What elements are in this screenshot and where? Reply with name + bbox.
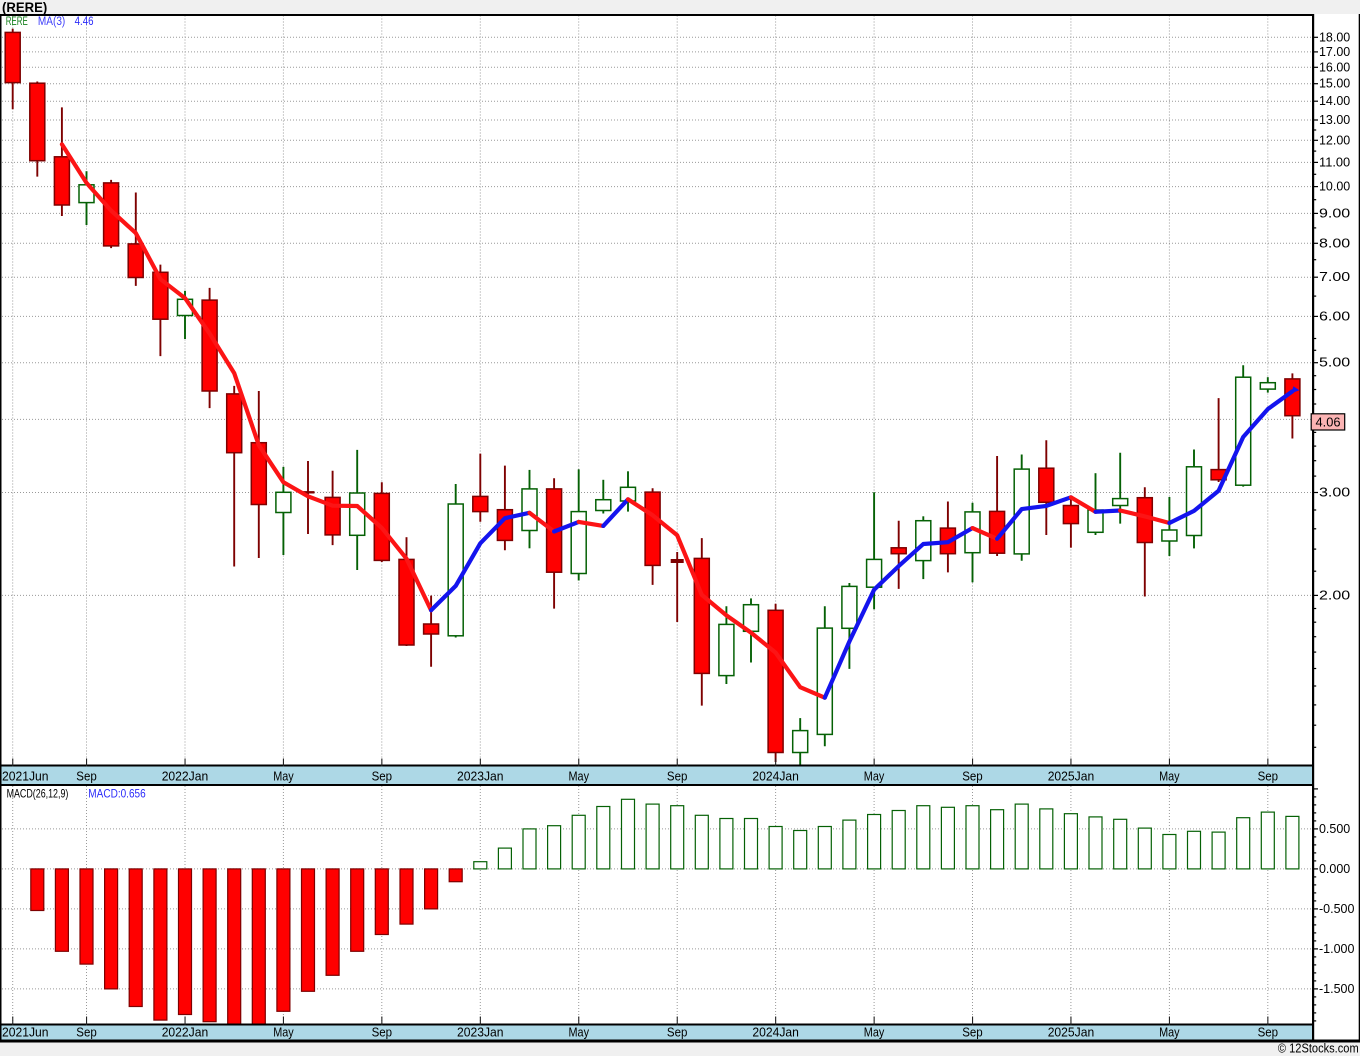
svg-text:13.00: 13.00 [1319,113,1350,127]
svg-text:9.00: 9.00 [1319,206,1350,220]
svg-text:12.00: 12.00 [1319,133,1350,147]
svg-text:Sep: Sep [667,769,688,784]
svg-text:Sep: Sep [962,769,983,784]
svg-text:2023Jan: 2023Jan [457,1025,504,1040]
svg-text:Sep: Sep [667,1025,688,1040]
svg-text:4.06: 4.06 [1316,414,1341,429]
svg-text:2025Jan: 2025Jan [1048,1025,1095,1040]
svg-text:0.500: 0.500 [1319,822,1350,836]
svg-text:16.00: 16.00 [1319,60,1350,74]
svg-text:2025Jan: 2025Jan [1048,769,1095,784]
svg-text:2021Jun: 2021Jun [2,1025,49,1040]
svg-text:2022Jan: 2022Jan [162,1025,209,1040]
svg-text:-1.000: -1.000 [1319,942,1354,956]
svg-text:Sep: Sep [1258,769,1279,784]
svg-text:4.46: 4.46 [75,16,94,28]
svg-text:2.00: 2.00 [1319,588,1350,602]
svg-text:2023Jan: 2023Jan [457,769,504,784]
svg-text:RERE: RERE [6,16,28,28]
svg-text:14.00: 14.00 [1319,94,1350,108]
svg-text:May: May [569,1025,590,1040]
svg-text:6.00: 6.00 [1319,309,1350,323]
svg-text:0.000: 0.000 [1319,862,1350,876]
svg-text:2022Jan: 2022Jan [162,769,209,784]
svg-text:15.00: 15.00 [1319,77,1350,91]
svg-text:Sep: Sep [76,1025,97,1040]
svg-text:© 12Stocks.com: © 12Stocks.com [1278,1041,1359,1056]
svg-text:May: May [273,1025,294,1040]
svg-text:11.00: 11.00 [1319,155,1350,169]
svg-text:May: May [569,769,590,784]
svg-text:3.00: 3.00 [1319,485,1350,499]
svg-text:-1.500: -1.500 [1319,982,1354,996]
svg-text:18.00: 18.00 [1319,30,1350,44]
svg-text:8.00: 8.00 [1319,236,1350,250]
svg-text:2024Jan: 2024Jan [752,769,799,784]
svg-text:Sep: Sep [962,1025,983,1040]
svg-text:May: May [1159,1025,1180,1040]
svg-text:Sep: Sep [76,769,97,784]
svg-text:May: May [273,769,294,784]
svg-text:May: May [864,769,885,784]
svg-text:Sep: Sep [372,769,393,784]
svg-text:17.00: 17.00 [1319,45,1350,59]
svg-text:7.00: 7.00 [1319,270,1350,284]
svg-text:Sep: Sep [1258,1025,1279,1040]
svg-text:MACD:0.656: MACD:0.656 [88,786,146,800]
svg-text:May: May [1159,769,1180,784]
svg-text:5.00: 5.00 [1319,356,1350,370]
svg-text:-0.500: -0.500 [1319,902,1354,916]
svg-text:2024Jan: 2024Jan [752,1025,799,1040]
svg-text:(RERE): (RERE) [2,0,47,15]
svg-text:MA(3): MA(3) [38,16,66,28]
svg-text:10.00: 10.00 [1319,180,1350,194]
svg-text:Sep: Sep [372,1025,393,1040]
svg-text:2021Jun: 2021Jun [2,769,49,784]
svg-text:May: May [864,1025,885,1040]
svg-text:MACD(26,12,9): MACD(26,12,9) [7,786,69,800]
